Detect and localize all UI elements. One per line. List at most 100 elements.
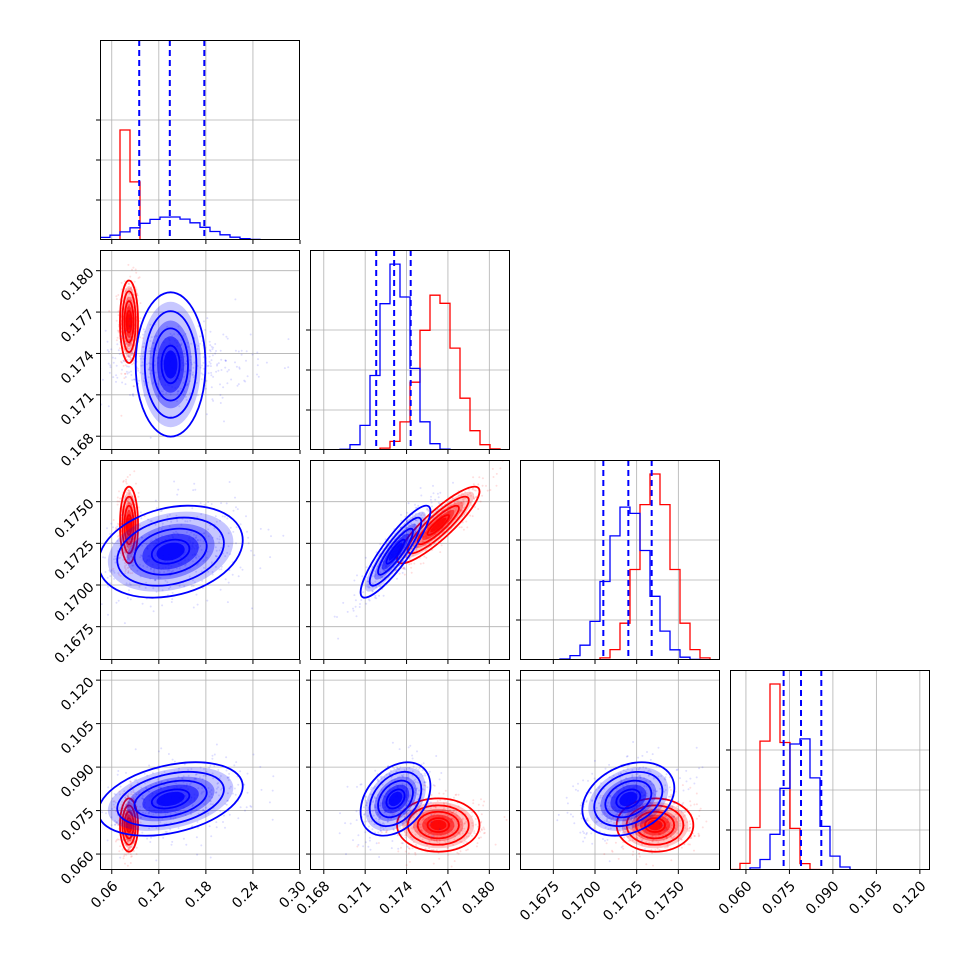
scatter-point: [368, 836, 371, 839]
scatter-point: [421, 819, 424, 822]
scatter-point: [438, 828, 441, 831]
scatter-point: [165, 822, 168, 825]
scatter-point: [376, 811, 379, 814]
scatter-point: [141, 364, 144, 367]
scatter-point: [206, 599, 209, 602]
scatter-point: [193, 361, 196, 364]
scatter-point: [206, 317, 209, 320]
scatter-point: [143, 380, 146, 383]
scatter-point: [200, 570, 203, 573]
scatter-point: [698, 834, 701, 837]
scatter-point: [403, 815, 405, 818]
scatter-point: [131, 572, 134, 575]
scatter-point: [203, 559, 206, 562]
scatter-point: [137, 809, 140, 812]
scatter-point: [226, 551, 229, 554]
scatter-point: [80, 792, 82, 794]
scatter-point: [207, 364, 210, 367]
scatter-point: [402, 773, 405, 776]
scatter-point: [142, 333, 145, 336]
scatter-point: [202, 809, 205, 812]
scatter-point: [154, 579, 157, 582]
scatter-point: [145, 581, 148, 584]
scatter-point: [257, 375, 260, 378]
scatter-point: [238, 367, 241, 370]
scatter-point: [115, 810, 117, 813]
scatter-point: [115, 374, 118, 377]
scatter-point: [435, 839, 438, 841]
scatter-point: [145, 786, 147, 789]
scatter-point: [131, 495, 134, 498]
y-tick-label: 0.090: [58, 761, 98, 801]
scatter-point: [399, 815, 402, 818]
scatter-point: [127, 288, 130, 291]
scatter-point: [189, 811, 192, 814]
scatter-point: [495, 484, 498, 487]
scatter-point: [377, 793, 379, 796]
scatter-point: [113, 577, 116, 580]
scatter-point: [130, 286, 132, 289]
scatter-point: [669, 824, 672, 827]
scatter-point: [216, 363, 219, 366]
scatter-point: [140, 517, 143, 520]
scatter-point: [107, 350, 110, 353]
scatter-point: [128, 371, 131, 374]
x-tick-label: 0.18: [182, 878, 215, 911]
scatter-point: [144, 812, 147, 815]
scatter-point: [131, 393, 134, 396]
scatter-point: [378, 856, 381, 858]
scatter-point: [619, 830, 622, 833]
scatter-point: [413, 803, 416, 806]
scatter-point: [127, 566, 130, 569]
scatter-point: [139, 575, 142, 578]
scatter-point: [470, 504, 473, 507]
scatter-point: [438, 857, 441, 860]
scatter-point: [84, 564, 86, 566]
scatter-point: [222, 821, 224, 823]
scatter-point: [667, 845, 670, 848]
scatter-point: [142, 565, 145, 567]
scatter-point: [480, 820, 483, 823]
scatter-point: [119, 856, 122, 859]
scatter-point: [473, 497, 476, 500]
scatter-point: [208, 355, 211, 358]
scatter-point: [413, 812, 416, 815]
scatter-point: [216, 782, 219, 785]
scatter-point: [435, 840, 438, 843]
scatter-point: [389, 769, 392, 772]
scatter-point: [164, 579, 167, 582]
scatter-point: [398, 748, 401, 751]
scatter-point: [132, 561, 135, 564]
scatter-point: [132, 266, 135, 269]
scatter-point: [438, 778, 441, 781]
scatter-point: [461, 832, 464, 835]
scatter-point: [109, 570, 112, 573]
scatter-point: [160, 781, 163, 783]
scatter-point: [127, 296, 129, 299]
contour-series-1: [150, 788, 191, 810]
contour-series-1: [368, 516, 423, 587]
scatter-point: [397, 847, 400, 850]
scatter-point: [356, 785, 358, 788]
scatter-point: [192, 489, 195, 492]
scatter-point: [673, 815, 675, 818]
scatter-point: [219, 394, 222, 396]
scatter-point: [478, 836, 481, 839]
scatter-point: [413, 824, 416, 827]
scatter-point: [379, 802, 382, 805]
scatter-point: [180, 338, 183, 341]
scatter-point: [415, 812, 418, 815]
scatter-point: [149, 323, 152, 326]
scatter-point: [403, 567, 406, 569]
scatter-point: [184, 395, 187, 398]
scatter-point: [199, 539, 202, 542]
scatter-point: [135, 793, 138, 796]
contour-series-1: [143, 310, 198, 419]
scatter-point: [125, 491, 128, 494]
scatter-point: [374, 806, 377, 809]
scatter-point: [231, 792, 234, 795]
scatter-point: [207, 528, 210, 531]
scatter-point: [202, 808, 205, 811]
scatter-point: [260, 788, 263, 791]
scatter-point: [233, 787, 236, 790]
